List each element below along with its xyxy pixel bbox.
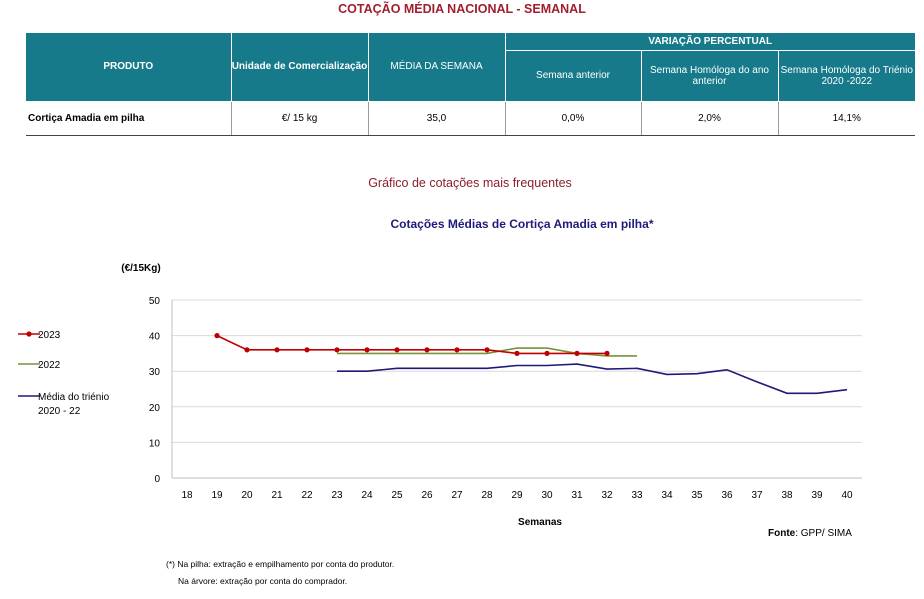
y-tick-label: 10 xyxy=(149,438,161,449)
cell-semana-anterior: 0,0% xyxy=(505,101,642,136)
x-tick-label: 33 xyxy=(631,490,643,501)
x-tick-label: 34 xyxy=(661,490,673,501)
x-tick-label: 35 xyxy=(691,490,703,501)
header-produto: PRODUTO xyxy=(26,33,232,102)
x-tick-label: 39 xyxy=(811,490,823,501)
cell-produto: Cortiça Amadia em pilha xyxy=(26,101,232,136)
x-tick-label: 20 xyxy=(241,490,253,501)
chart-title: Cotações Médias de Cortiça Amadia em pil… xyxy=(391,217,654,231)
x-tick-label: 36 xyxy=(721,490,733,501)
x-tick-label: 40 xyxy=(841,490,853,501)
series-0-point xyxy=(544,350,550,356)
series-1-line xyxy=(337,347,637,357)
x-tick-label: 29 xyxy=(511,490,523,501)
cell-homologa-trienio: 14,1% xyxy=(778,101,915,136)
series-0-point xyxy=(214,333,220,339)
line-chart: Cotações Médias de Cortiça Amadia em pil… xyxy=(18,217,862,539)
legend-marker-0 xyxy=(26,331,32,337)
source-note: Fonte: GPP/ SIMA xyxy=(768,528,852,539)
x-tick-label: 37 xyxy=(751,490,763,501)
series-0-point xyxy=(364,347,370,353)
x-tick-label: 19 xyxy=(211,490,223,501)
x-tick-label: 26 xyxy=(421,490,433,501)
cell-homologa-ano: 2,0% xyxy=(641,101,779,136)
x-tick-label: 27 xyxy=(451,490,463,501)
x-tick-label: 22 xyxy=(301,490,313,501)
legend-label-1: 2022 xyxy=(38,360,61,371)
series-0-point xyxy=(454,347,460,353)
header-unidade: Unidade de Comercialização xyxy=(231,33,369,102)
series-0-point xyxy=(574,350,580,356)
series-0-point xyxy=(484,347,490,353)
quotation-table: PRODUTO Unidade de Comercialização MÉDIA… xyxy=(26,33,915,136)
x-tick-label: 31 xyxy=(571,490,583,501)
x-tick-label: 21 xyxy=(271,490,283,501)
legend-label-0: 2023 xyxy=(38,330,61,341)
chart-subtitle: Gráfico de cotações mais frequentes xyxy=(368,176,572,190)
series-0-point xyxy=(604,350,610,356)
x-tick-label: 30 xyxy=(541,490,553,501)
x-tick-label: 18 xyxy=(181,490,193,501)
series-0-point xyxy=(514,350,520,356)
series-0-line xyxy=(216,334,607,355)
y-tick-label: 40 xyxy=(149,332,161,343)
cell-media: 35,0 xyxy=(368,101,506,136)
y-tick-label: 0 xyxy=(154,474,160,485)
footnote-1: (*) Na pilha: extração e empilhamento po… xyxy=(166,559,395,569)
series-0-point xyxy=(274,347,280,353)
x-tick-label: 24 xyxy=(361,490,373,501)
footnote-2: Na árvore: extração por conta do comprad… xyxy=(178,576,348,586)
series-0-point xyxy=(334,347,340,353)
legend-label-2: Média do triénio 2020 - 22 xyxy=(38,392,110,417)
series-0-point xyxy=(394,347,400,353)
x-tick-label: 32 xyxy=(601,490,613,501)
series-0-point xyxy=(304,347,310,353)
series-0-point xyxy=(244,347,250,353)
x-tick-label: 25 xyxy=(391,490,403,501)
series-0-point xyxy=(424,347,430,353)
header-homologa-trienio: Semana Homóloga do Triénio 2020 -2022 xyxy=(778,50,915,102)
source-text: : GPP/ SIMA xyxy=(795,528,852,539)
x-axis-label: Semanas xyxy=(518,517,562,528)
cell-unidade: €/ 15 kg xyxy=(231,101,369,136)
header-variacao: VARIAÇÃO PERCENTUAL xyxy=(505,33,915,51)
x-tick-label: 38 xyxy=(781,490,793,501)
header-semana-anterior: Semana anterior xyxy=(505,50,642,102)
source-label: Fonte xyxy=(768,528,796,539)
table-row: Cortiça Amadia em pilha €/ 15 kg 35,0 0,… xyxy=(26,101,915,136)
y-tick-label: 20 xyxy=(149,403,161,414)
y-tick-label: 30 xyxy=(149,367,161,378)
y-axis-label: (€/15Kg) xyxy=(121,263,160,274)
x-tick-label: 28 xyxy=(481,490,493,501)
series-2-line xyxy=(337,363,848,395)
page-title: COTAÇÃO MÉDIA NACIONAL - SEMANAL xyxy=(338,2,586,16)
y-tick-label: 50 xyxy=(149,296,161,307)
x-tick-label: 23 xyxy=(331,490,343,501)
header-homologa-ano: Semana Homóloga do ano anterior xyxy=(641,50,779,102)
header-media: MÉDIA DA SEMANA xyxy=(368,33,506,102)
